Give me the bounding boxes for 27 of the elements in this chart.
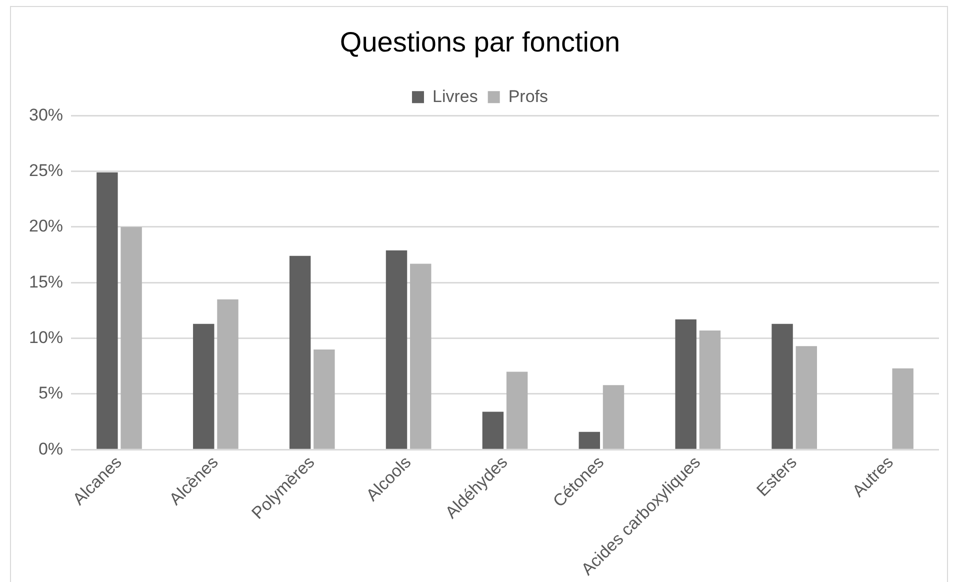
bar — [410, 264, 432, 449]
bar — [699, 330, 721, 449]
legend-label: Livres — [432, 86, 478, 106]
legend-label: Profs — [508, 86, 548, 106]
bar — [386, 250, 408, 449]
bar — [506, 372, 528, 449]
bar — [120, 226, 142, 449]
y-tick-label: 10% — [28, 328, 64, 347]
bar — [675, 319, 696, 449]
y-tick-label: 15% — [28, 272, 64, 292]
bar — [892, 368, 914, 449]
y-tick-label: 0% — [38, 439, 64, 458]
y-tick-label: 20% — [28, 216, 64, 236]
bar — [289, 256, 311, 449]
bar — [314, 349, 335, 449]
bar — [602, 385, 624, 449]
bar — [796, 346, 817, 449]
bar — [578, 432, 600, 449]
bar — [96, 172, 118, 449]
chart-title: Questions par fonction — [340, 26, 620, 58]
bar — [193, 324, 214, 449]
bar — [772, 324, 793, 449]
bar — [482, 412, 504, 449]
y-tick-label: 5% — [38, 384, 64, 403]
bar — [217, 299, 238, 449]
y-tick-label: 30% — [28, 105, 64, 124]
y-tick-label: 25% — [28, 160, 64, 180]
